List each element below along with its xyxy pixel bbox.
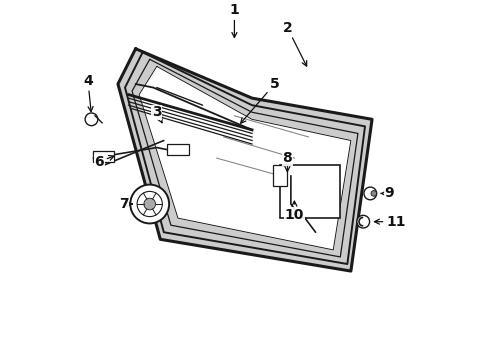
Bar <box>273 165 287 186</box>
Text: 7: 7 <box>119 197 132 211</box>
Circle shape <box>130 185 169 224</box>
Polygon shape <box>139 66 351 250</box>
Text: 6: 6 <box>94 155 114 169</box>
Text: 10: 10 <box>285 201 304 221</box>
Text: 5: 5 <box>241 77 279 123</box>
Text: 9: 9 <box>381 186 394 201</box>
Circle shape <box>137 192 162 217</box>
Circle shape <box>357 215 369 228</box>
Text: 4: 4 <box>83 73 93 112</box>
Circle shape <box>371 190 377 196</box>
Text: 2: 2 <box>282 21 307 66</box>
Text: 3: 3 <box>152 105 162 123</box>
Polygon shape <box>118 49 372 271</box>
Text: 1: 1 <box>229 3 239 37</box>
Bar <box>280 165 340 218</box>
Bar <box>168 144 189 154</box>
Circle shape <box>85 113 98 126</box>
Circle shape <box>364 187 377 200</box>
Circle shape <box>144 198 155 210</box>
Text: 8: 8 <box>282 151 292 172</box>
Text: 11: 11 <box>374 215 406 229</box>
Bar <box>93 151 115 162</box>
